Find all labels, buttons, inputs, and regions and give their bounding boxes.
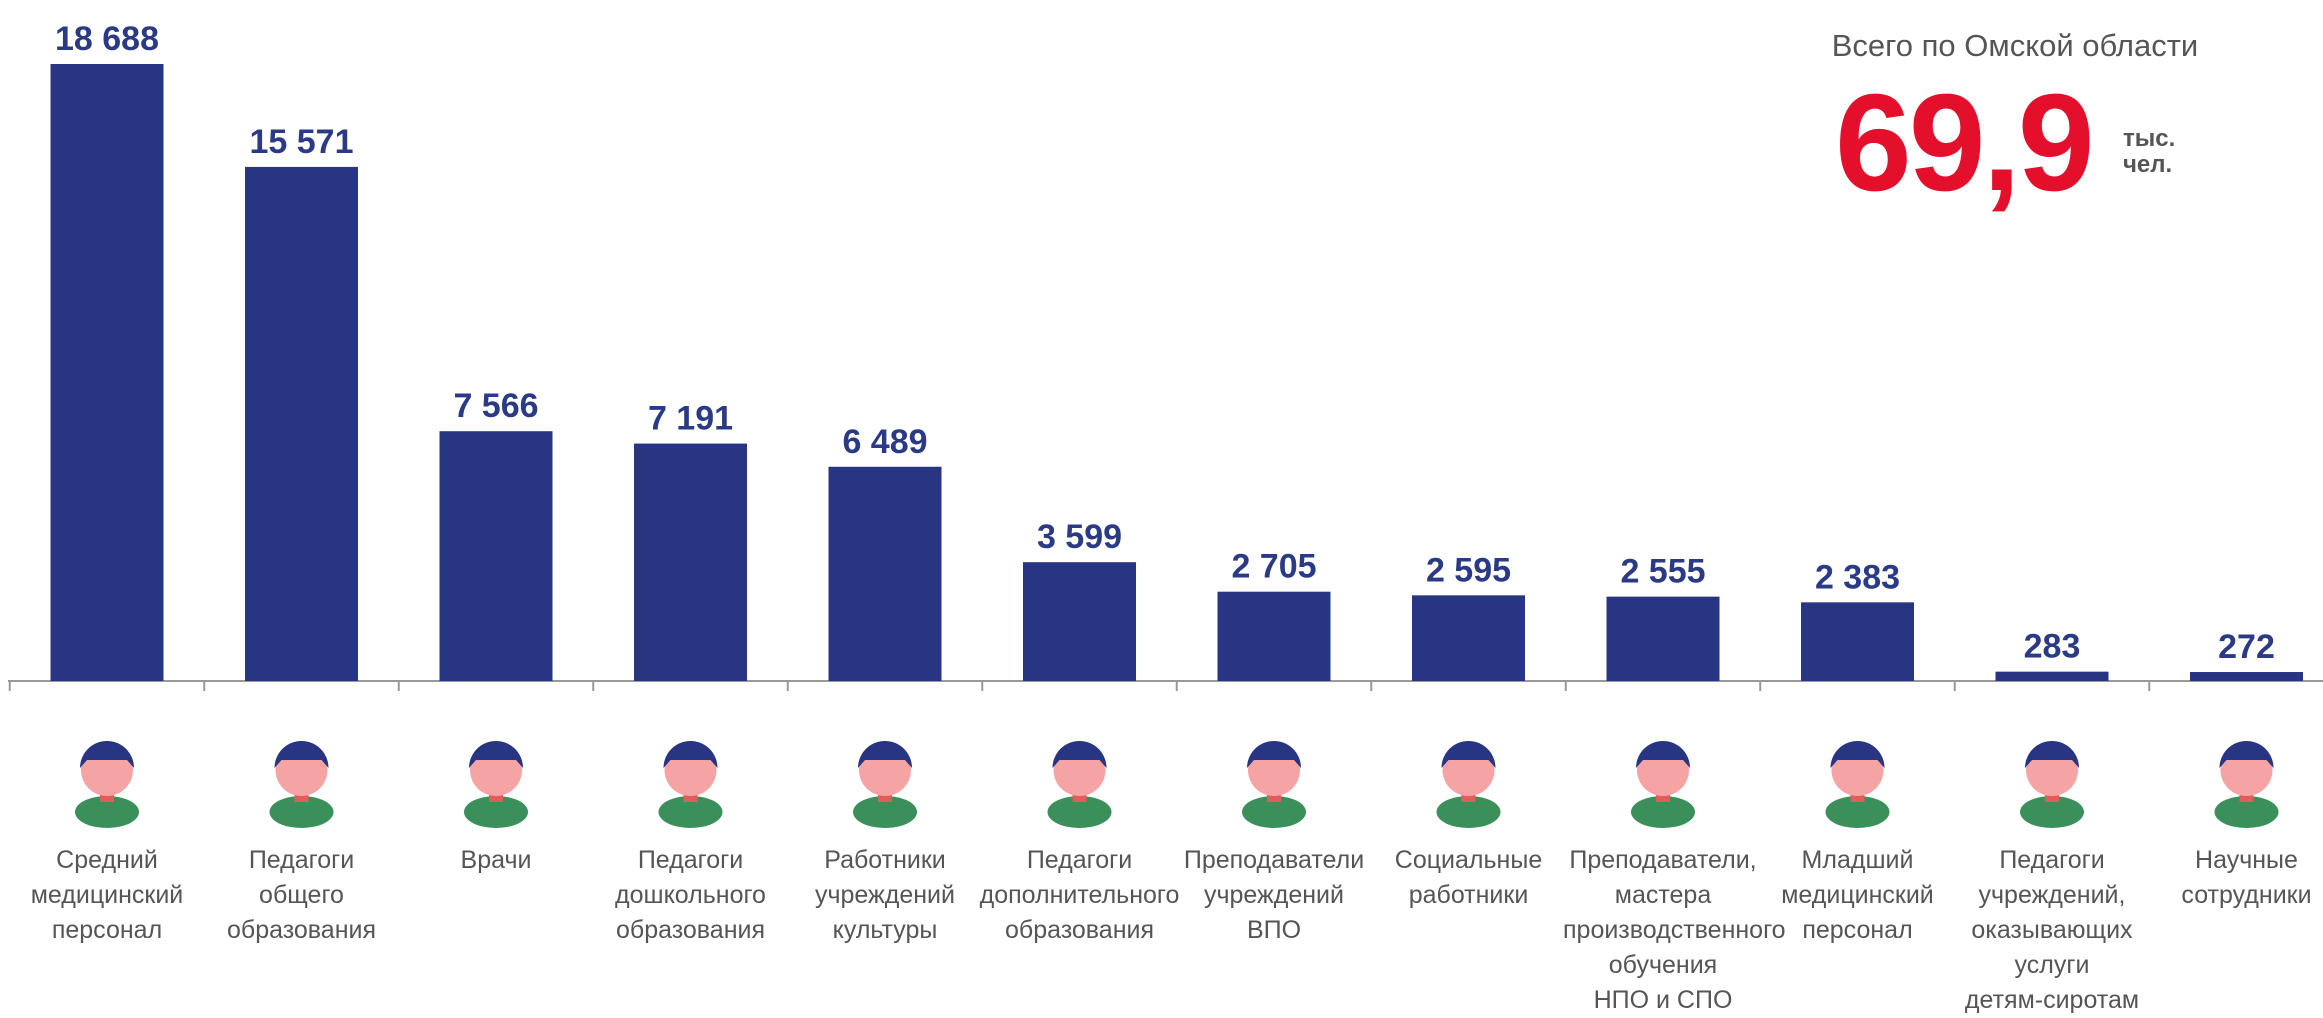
bar	[634, 444, 747, 681]
category-icon	[1048, 741, 1112, 828]
bar	[245, 167, 358, 681]
bar	[1801, 602, 1914, 681]
summary-caption: Всего по Омской области	[1790, 28, 2240, 64]
category-label: Научные сотрудники	[2147, 843, 2323, 913]
bar	[1412, 595, 1525, 681]
value-label: 2 595	[1426, 551, 1511, 589]
category-icon	[1631, 741, 1695, 828]
bar	[1218, 592, 1331, 681]
category-label: Педагоги дошкольного образования	[591, 843, 791, 948]
category-icon	[270, 741, 334, 828]
value-label: 7 566	[453, 387, 538, 425]
bar	[1996, 672, 2109, 681]
category-icon	[1437, 741, 1501, 828]
category-icon	[659, 741, 723, 828]
value-label: 15 571	[250, 123, 354, 161]
category-label: Педагоги общего образования	[202, 843, 402, 948]
value-label: 2 555	[1620, 553, 1705, 591]
bar	[829, 467, 942, 681]
category-icon	[2020, 741, 2084, 828]
category-label: Педагоги учреждений, оказывающих услуги …	[1952, 843, 2152, 1018]
category-label: Работники учреждений культуры	[785, 843, 985, 948]
bar	[51, 64, 164, 681]
bar	[1023, 562, 1136, 681]
category-icon	[464, 741, 528, 828]
category-icon	[1826, 741, 1890, 828]
value-label: 3 599	[1037, 518, 1122, 556]
category-icon	[75, 741, 139, 828]
category-icon	[853, 741, 917, 828]
category-label: Преподаватели, мастера производственного…	[1563, 843, 1763, 1018]
value-label: 2 383	[1815, 558, 1900, 596]
value-label: 18 688	[55, 20, 159, 58]
value-label: 6 489	[842, 423, 927, 461]
value-label: 2 705	[1231, 548, 1316, 586]
category-icon	[1242, 741, 1306, 828]
bar	[440, 431, 553, 681]
category-label: Педагоги дополнительного образования	[980, 843, 1180, 948]
value-label: 272	[2218, 628, 2275, 666]
summary-unit: тыс. чел.	[2123, 126, 2175, 178]
value-label: 7 191	[648, 400, 733, 438]
category-label: Преподаватели учреждений ВПО	[1174, 843, 1374, 948]
summary-total: 69,9	[1835, 68, 2092, 218]
bar	[1607, 597, 1720, 681]
category-label: Средний медицинский персонал	[7, 843, 207, 948]
category-icon	[2215, 741, 2279, 828]
category-label: Врачи	[396, 843, 596, 878]
category-label: Младший медицинский персонал	[1758, 843, 1958, 948]
category-label: Социальные работники	[1369, 843, 1569, 913]
bar	[2190, 672, 2303, 681]
value-label: 283	[2024, 628, 2081, 666]
